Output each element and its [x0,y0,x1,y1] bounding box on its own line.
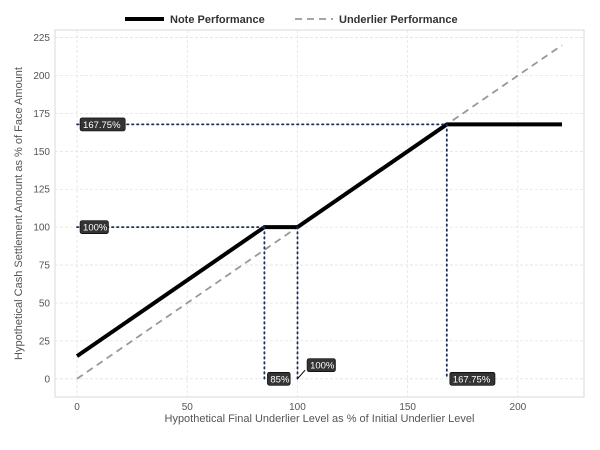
annotation-label-box [306,358,336,372]
annotation-label: 100% [83,223,108,234]
y-tick-label: 200 [33,71,50,82]
annotation-pointer [297,369,306,380]
x-tick-label: 200 [510,402,527,413]
x-tick-label: 100 [289,402,306,413]
y-tick-label: 150 [33,147,50,158]
annotation-label: 100% [310,361,335,372]
annotation-label-box [449,372,496,386]
annotation-label-box [79,220,109,234]
annotation-label-box [267,372,291,386]
y-axis-title: Hypothetical Cash Settlement Amount as %… [13,67,25,360]
annotation-label: 167.75% [453,374,491,385]
annotation-label: 85% [270,374,290,385]
x-tick-label: 150 [399,402,416,413]
y-tick-label: 0 [44,374,50,385]
legend-label-underlier-performance: Underlier Performance [339,14,458,26]
legend-label-note-performance: Note Performance [170,14,265,26]
annotation-label: 167.75% [83,120,121,131]
x-tick-label: 0 [74,402,80,413]
y-tick-label: 225 [33,33,50,44]
y-tick-label: 25 [39,336,51,347]
y-tick-label: 50 [39,298,51,309]
x-axis-title: Hypothetical Final Underlier Level as % … [165,413,475,425]
y-tick-label: 75 [39,261,51,272]
y-tick-label: 175 [33,109,50,120]
annotation-label-box [79,117,126,132]
x-tick-label: 50 [182,402,194,413]
y-tick-label: 100 [33,223,50,234]
y-tick-label: 125 [33,185,50,196]
